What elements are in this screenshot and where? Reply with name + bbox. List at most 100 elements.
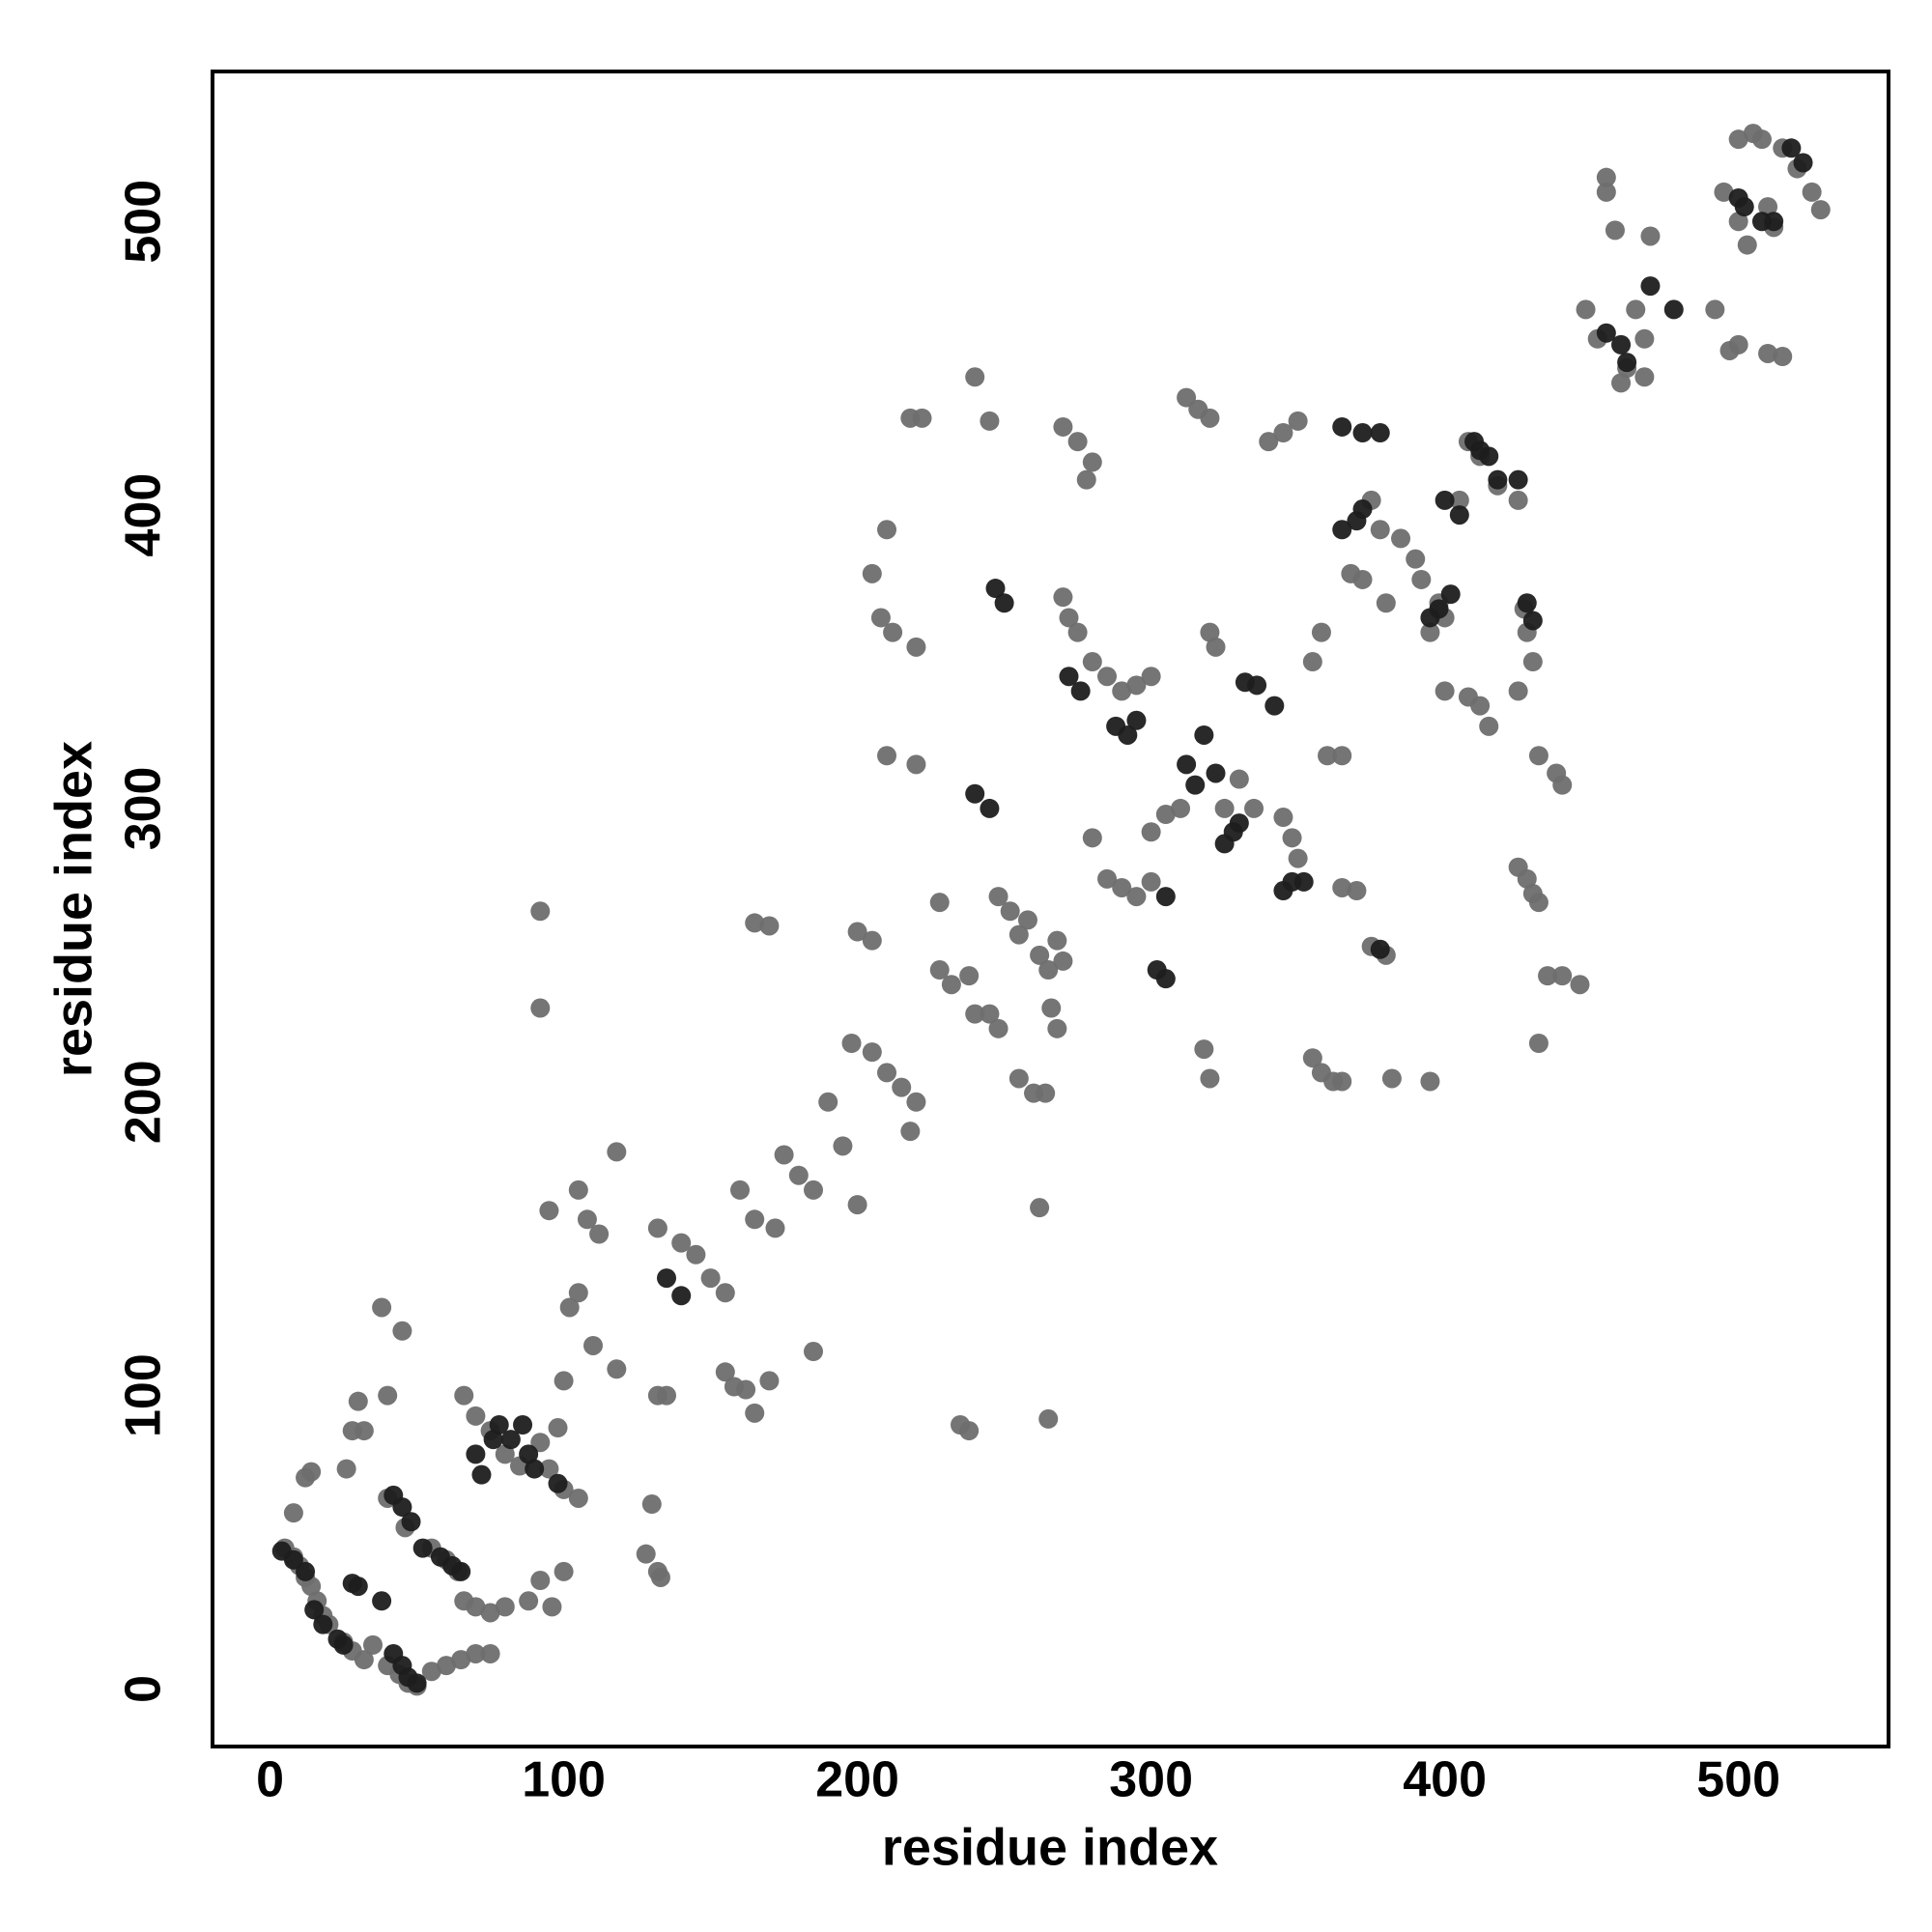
point — [1611, 373, 1632, 393]
point — [421, 1662, 441, 1682]
point — [1047, 1018, 1067, 1038]
point — [1626, 299, 1646, 320]
point — [1737, 235, 1757, 255]
point — [1522, 611, 1543, 631]
point — [548, 1418, 568, 1438]
point — [1605, 220, 1625, 241]
point — [980, 798, 1000, 818]
point — [607, 1142, 627, 1162]
point — [1126, 887, 1147, 907]
point — [1517, 868, 1537, 889]
point — [372, 1591, 392, 1611]
point — [466, 1597, 486, 1617]
point — [1705, 299, 1725, 320]
point — [906, 637, 926, 657]
point — [1552, 775, 1573, 795]
point — [1194, 724, 1214, 745]
point — [392, 1497, 412, 1518]
point — [1449, 505, 1469, 526]
point — [877, 1063, 897, 1083]
point — [407, 1673, 427, 1693]
point — [583, 1335, 604, 1355]
point — [568, 1179, 588, 1200]
point — [1171, 798, 1191, 818]
point — [1017, 910, 1037, 930]
point — [1318, 746, 1338, 766]
point — [530, 901, 551, 922]
point — [765, 1218, 785, 1238]
point — [1141, 871, 1161, 892]
point — [577, 1209, 597, 1230]
point — [847, 1195, 867, 1215]
point — [589, 1224, 610, 1244]
point — [804, 1179, 824, 1200]
point — [1177, 754, 1197, 775]
point — [1141, 667, 1161, 687]
point — [900, 408, 921, 428]
point — [1332, 416, 1352, 437]
point — [980, 411, 1000, 431]
point — [1352, 569, 1373, 589]
point — [774, 1145, 794, 1165]
point — [1332, 1071, 1352, 1092]
point — [1420, 622, 1440, 642]
point — [1596, 167, 1616, 187]
point — [539, 1201, 559, 1221]
point — [1264, 696, 1285, 716]
point — [1634, 328, 1655, 349]
point — [1429, 599, 1449, 619]
point — [818, 1092, 838, 1112]
point — [1097, 868, 1118, 889]
point — [1793, 153, 1813, 173]
point — [1773, 347, 1793, 367]
point — [1053, 951, 1073, 971]
point — [636, 1544, 656, 1564]
x-tick-label: 300 — [1109, 1752, 1193, 1808]
point — [730, 1179, 751, 1200]
point — [1047, 930, 1067, 951]
point — [354, 1421, 374, 1441]
point — [929, 960, 950, 980]
point — [700, 1268, 721, 1289]
point — [1053, 416, 1073, 437]
point — [1528, 746, 1548, 766]
point — [489, 1414, 509, 1435]
point — [892, 1077, 912, 1097]
point — [988, 887, 1009, 907]
point — [1479, 716, 1499, 736]
point — [1229, 769, 1249, 789]
point — [877, 746, 897, 766]
point — [1449, 490, 1469, 510]
point — [759, 1371, 780, 1391]
point — [745, 1209, 765, 1230]
point — [745, 1403, 765, 1423]
point — [471, 1464, 492, 1485]
point — [1082, 652, 1102, 672]
x-tick-label: 100 — [522, 1752, 606, 1808]
point — [1479, 446, 1499, 467]
point — [513, 1414, 533, 1435]
point — [313, 1614, 333, 1634]
point — [1781, 138, 1802, 158]
point — [554, 1561, 574, 1581]
point — [333, 1634, 354, 1655]
point — [1332, 520, 1352, 540]
point — [1640, 226, 1661, 246]
point — [1508, 490, 1528, 510]
point — [988, 1018, 1009, 1038]
point — [650, 1567, 670, 1587]
point — [1214, 798, 1235, 818]
point — [1126, 675, 1147, 696]
point — [1247, 675, 1267, 696]
point — [1036, 1083, 1056, 1103]
point — [1273, 423, 1293, 443]
point — [870, 608, 891, 628]
y-tick-label: 100 — [116, 1353, 172, 1437]
point — [372, 1297, 392, 1318]
point — [1376, 593, 1396, 613]
point — [1038, 1408, 1059, 1429]
point — [378, 1385, 398, 1406]
point — [1206, 763, 1226, 783]
point — [1470, 696, 1491, 716]
